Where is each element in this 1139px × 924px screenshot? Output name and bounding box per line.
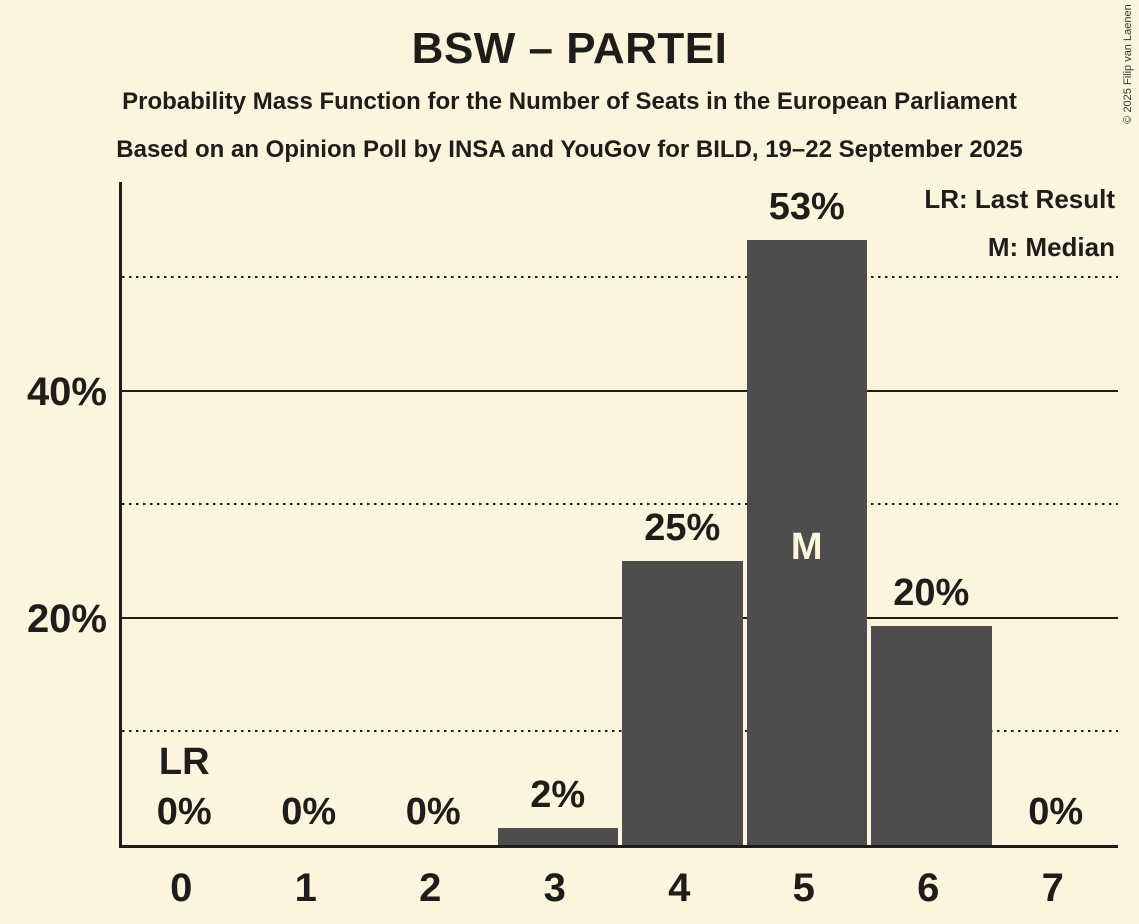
bar-seat-6 — [871, 626, 992, 845]
gridline-dotted-10 — [122, 730, 1118, 733]
copyright-note: © 2025 Filip van Laenen — [1122, 4, 1134, 124]
bar-seat-4 — [622, 561, 743, 845]
bar-label-seat-2: 0% — [405, 791, 461, 834]
x-tick-6: 6 — [917, 866, 940, 910]
bar-seat-3 — [497, 828, 618, 845]
bar-label-seat-3: 2% — [530, 774, 586, 817]
y-tick-20: 20% — [26, 596, 107, 641]
last-result-marker: LR — [158, 741, 210, 784]
x-tick-2: 2 — [419, 866, 442, 910]
bar-label-seat-4: 25% — [644, 507, 721, 550]
legend-median: M: Median — [987, 232, 1115, 262]
gridline-solid-20 — [122, 616, 1118, 619]
x-tick-3: 3 — [543, 866, 566, 910]
bar-label-seat-5: 53% — [768, 186, 845, 229]
chart-title: BSW – PARTEI — [411, 24, 728, 73]
plot-area: 0% 0% 0% 2% 25% 53% 20% 0% LR M — [119, 182, 1118, 848]
x-tick-4: 4 — [668, 866, 691, 910]
x-tick-7: 7 — [1041, 866, 1064, 910]
x-tick-5: 5 — [792, 866, 815, 910]
x-tick-0: 0 — [170, 866, 193, 910]
median-marker: M — [790, 526, 823, 569]
chart-subtitle: Probability Mass Function for the Number… — [122, 88, 1017, 115]
bar-seat-5 — [746, 240, 867, 845]
bar-label-seat-6: 20% — [893, 572, 970, 615]
gridline-solid-40 — [122, 389, 1118, 392]
x-tick-1: 1 — [294, 866, 317, 910]
chart-source-line: Based on an Opinion Poll by INSA and You… — [116, 136, 1023, 163]
bar-label-seat-7: 0% — [1028, 791, 1084, 834]
bar-label-seat-0: 0% — [156, 791, 212, 834]
y-tick-40: 40% — [26, 369, 107, 414]
legend-last-result: LR: Last Result — [924, 184, 1115, 214]
bar-label-seat-1: 0% — [281, 791, 337, 834]
gridline-dotted-50 — [122, 276, 1118, 279]
gridline-dotted-30 — [122, 503, 1118, 506]
